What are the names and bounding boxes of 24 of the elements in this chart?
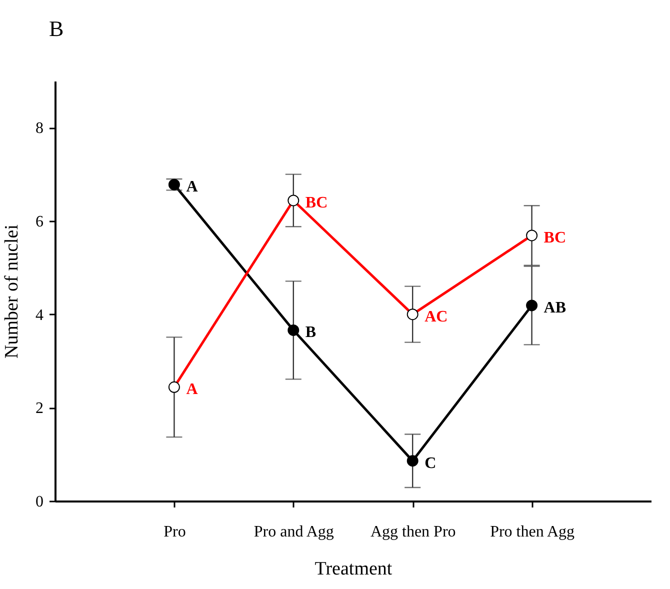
x-tick-label: Pro and Agg xyxy=(254,524,334,540)
y-tick-label: 8 xyxy=(36,120,44,138)
point xyxy=(168,178,180,190)
y-tick-label: 4 xyxy=(36,306,44,324)
point xyxy=(288,324,300,336)
data-label: C xyxy=(424,454,436,472)
data-label: A xyxy=(186,381,198,398)
chart-title: B xyxy=(49,16,64,41)
x-tick-label: Agg then Pro xyxy=(370,524,456,540)
x-axis-title: Treatment xyxy=(314,558,393,580)
y-tick-label: 0 xyxy=(36,494,44,510)
data-label: BC xyxy=(544,229,566,246)
y-tick-label: 6 xyxy=(36,214,44,230)
data-label: AC xyxy=(424,308,448,326)
x-tick-label: Pro then Agg xyxy=(490,524,575,540)
data-label: AB xyxy=(544,299,566,316)
data-label: A xyxy=(186,178,198,196)
data-label: B xyxy=(305,324,316,342)
point xyxy=(406,455,418,467)
y-tick-label: 2 xyxy=(36,400,44,418)
point xyxy=(526,300,538,312)
x-tick-label: Pro xyxy=(164,524,186,540)
data-label: BC xyxy=(305,194,328,212)
y-axis-title: Number of nuclei xyxy=(2,224,22,359)
